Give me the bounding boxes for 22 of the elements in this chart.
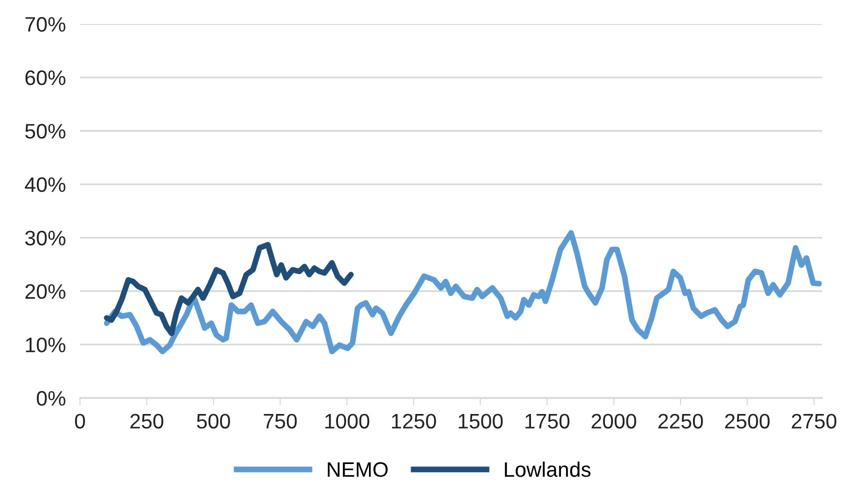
y-tick-label: 40% [24,177,66,192]
x-tick-label: 2500 [725,414,770,429]
x-tick-label: 750 [264,414,297,429]
x-tick-label: 2750 [792,414,836,429]
x-tick-label: 500 [196,414,230,429]
x-tick-label: 1500 [458,414,503,429]
x-tick-label: 1000 [325,414,370,429]
x-tick-label: 1250 [392,414,436,429]
y-tick-label: 70% [25,17,66,32]
y-tick-label: 30% [25,230,66,246]
y-tick-label: 60% [25,70,66,86]
y-tick-label: 0% [36,391,66,406]
legend-label: NEMO [328,462,388,477]
x-tick-label: 1750 [526,414,570,429]
x-tick-label: 0 [75,414,85,429]
y-tick-label: 10% [26,338,66,352]
x-tick-label: 2000 [592,414,636,429]
x-tick-label: 2250 [658,414,703,429]
x-tick-label: 250 [130,414,164,429]
legend-label: Lowlands [504,462,590,477]
y-tick-label: 20% [25,284,66,299]
y-tick-label: 50% [25,124,66,139]
